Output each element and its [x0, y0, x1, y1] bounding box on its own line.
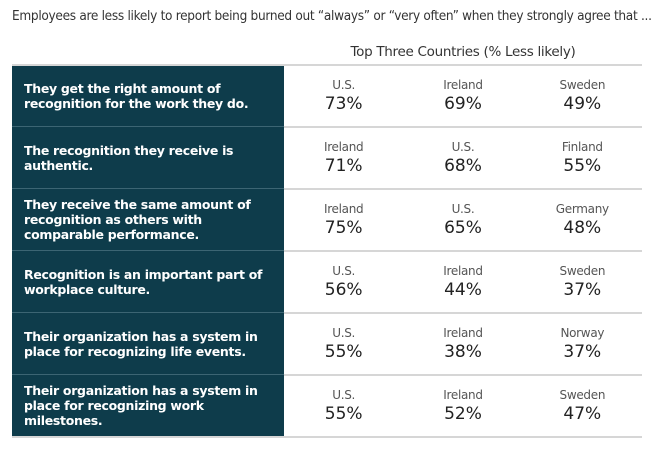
country-result: Ireland 52% [403, 376, 522, 436]
results-table: They get the right amount of recognition… [12, 64, 642, 438]
statement-label: They get the right amount of recognition… [12, 66, 284, 126]
percent-value: 37% [563, 280, 602, 300]
column-header: Top Three Countries (% Less likely) [350, 44, 576, 60]
country-name: Norway [560, 326, 605, 340]
percent-value: 65% [444, 218, 482, 238]
percent-value: 38% [444, 342, 482, 362]
country-result: Ireland 44% [403, 252, 522, 312]
country-name: Ireland [443, 78, 483, 92]
country-name: Ireland [323, 140, 364, 154]
country-result: U.S. 55% [284, 314, 403, 374]
percent-value: 73% [324, 94, 363, 114]
percent-value: 48% [563, 218, 602, 238]
table-row: Their organization has a system in place… [12, 374, 642, 438]
country-name: U.S. [451, 202, 475, 216]
country-name: Ireland [443, 326, 483, 340]
statement-label: Their organization has a system in place… [12, 312, 284, 374]
country-name: U.S. [332, 78, 356, 92]
country-name: Sweden [559, 264, 606, 278]
percent-value: 47% [563, 404, 602, 424]
percent-value: 44% [444, 280, 482, 300]
country-result: Sweden 37% [523, 252, 642, 312]
table-row: They get the right amount of recognition… [12, 64, 642, 126]
country-name: Finland [561, 140, 603, 154]
percent-value: 68% [444, 156, 482, 176]
country-result: Ireland 71% [284, 128, 403, 188]
country-name: Ireland [443, 388, 483, 402]
statement-label: The recognition they receive is authenti… [12, 126, 284, 188]
country-result: U.S. 73% [284, 66, 403, 126]
country-result: Sweden 47% [523, 376, 642, 436]
percent-value: 37% [563, 342, 602, 362]
table-row: Their organization has a system in place… [12, 312, 642, 374]
country-result: U.S. 56% [284, 252, 403, 312]
country-name: U.S. [332, 264, 356, 278]
country-name: Germany [555, 202, 609, 216]
country-result: U.S. 68% [403, 128, 522, 188]
country-name: Ireland [443, 264, 483, 278]
table-row: The recognition they receive is authenti… [12, 126, 642, 188]
statement-label: They receive the same amount of recognit… [12, 188, 284, 250]
percent-value: 75% [324, 218, 363, 238]
statement-label: Their organization has a system in place… [12, 374, 284, 436]
table-row: Recognition is an important part of work… [12, 250, 642, 312]
percent-value: 55% [324, 342, 363, 362]
percent-value: 55% [324, 404, 363, 424]
country-result: Finland 55% [523, 128, 642, 188]
country-result: Ireland 75% [284, 190, 403, 250]
country-result: Germany 48% [523, 190, 642, 250]
country-result: Ireland 38% [403, 314, 522, 374]
percent-value: 52% [444, 404, 482, 424]
country-name: Sweden [559, 388, 606, 402]
table-row: They receive the same amount of recognit… [12, 188, 642, 250]
percent-value: 49% [563, 94, 602, 114]
percent-value: 56% [324, 280, 363, 300]
country-name: U.S. [332, 388, 356, 402]
percent-value: 69% [444, 94, 482, 114]
country-name: Ireland [323, 202, 364, 216]
percent-value: 55% [563, 156, 602, 176]
country-result: Ireland 69% [403, 66, 522, 126]
country-result: Sweden 49% [523, 66, 642, 126]
country-result: U.S. 65% [403, 190, 522, 250]
country-name: U.S. [332, 326, 356, 340]
country-result: U.S. 55% [284, 376, 403, 436]
percent-value: 71% [324, 156, 363, 176]
country-name: Sweden [559, 78, 606, 92]
intro-text: Employees are less likely to report bein… [12, 8, 652, 24]
country-result: Norway 37% [523, 314, 642, 374]
statement-label: Recognition is an important part of work… [12, 250, 284, 312]
country-name: U.S. [451, 140, 475, 154]
